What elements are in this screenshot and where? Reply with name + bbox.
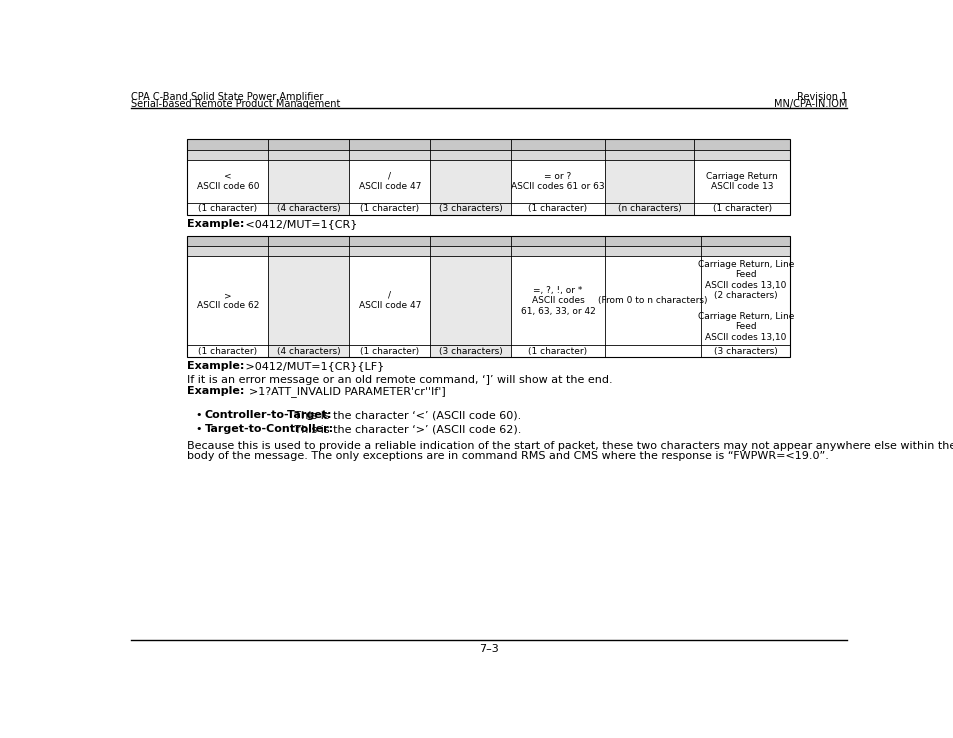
Text: Example:: Example: [187,386,245,396]
Text: >
ASCII code 62: > ASCII code 62 [196,291,259,311]
Text: (3 characters): (3 characters) [438,347,502,356]
Text: This is the character ‘<’ (ASCII code 60).: This is the character ‘<’ (ASCII code 60… [291,410,521,421]
Text: =, ?, !, or *
ASCII codes
61, 63, 33, or 42: =, ?, !, or * ASCII codes 61, 63, 33, or… [520,286,595,316]
Bar [268,256,349,357]
Text: = or ?
ASCII codes 61 or 63: = or ? ASCII codes 61 or 63 [511,172,604,191]
Text: (From 0 to n characters): (From 0 to n characters) [598,296,707,306]
Bar [349,256,430,357]
Text: /
ASCII code 47: / ASCII code 47 [358,291,420,311]
Text: Carriage Return
ASCII code 13: Carriage Return ASCII code 13 [705,172,778,191]
Text: (1 character): (1 character) [360,204,418,213]
Text: <0412/MUT=1{CR}: <0412/MUT=1{CR} [228,218,356,229]
Bar [430,160,511,215]
Bar [187,139,790,150]
Text: <
ASCII code 60: < ASCII code 60 [196,172,259,191]
Text: CPA C-Band Solid State Power Amplifier: CPA C-Band Solid State Power Amplifier [131,92,323,103]
Bar [187,246,790,256]
Text: •: • [195,410,201,421]
Bar [694,160,790,215]
Bar [187,235,790,246]
Bar [604,160,694,215]
Text: /
ASCII code 47: / ASCII code 47 [358,172,420,191]
Bar [349,160,430,215]
Text: (1 character): (1 character) [360,347,418,356]
Text: (1 character): (1 character) [528,204,587,213]
Bar [700,256,790,357]
Text: If it is an error message or an old remote command, ‘]’ will show at the end.: If it is an error message or an old remo… [187,375,613,385]
Text: >0412/MUT=1{CR}{LF}: >0412/MUT=1{CR}{LF} [228,361,384,371]
Text: (4 characters): (4 characters) [276,204,340,213]
Bar [511,160,604,215]
Bar [604,256,700,357]
Text: body of the message. The only exceptions are in command RMS and CMS where the re: body of the message. The only exceptions… [187,451,828,461]
Bar [187,256,268,357]
Text: (3 characters): (3 characters) [438,204,502,213]
Text: >1?ATT_INVALID PARAMETER'cr''lf']: >1?ATT_INVALID PARAMETER'cr''lf'] [228,386,445,397]
Text: Target-to-Controller:: Target-to-Controller: [204,424,334,434]
Text: Controller-to-Target:: Controller-to-Target: [204,410,332,421]
Text: 7–3: 7–3 [478,644,498,654]
Text: (3 characters): (3 characters) [713,347,777,356]
Bar [511,256,604,357]
Text: MN/CPA-IN.IOM: MN/CPA-IN.IOM [773,100,846,109]
Text: Because this is used to provide a reliable indication of the start of packet, th: Because this is used to provide a reliab… [187,441,953,451]
Text: (1 character): (1 character) [198,347,257,356]
Bar [187,235,790,357]
Bar [430,256,511,357]
Text: Example:: Example: [187,218,245,229]
Text: This is the character ‘>’ (ASCII code 62).: This is the character ‘>’ (ASCII code 62… [291,424,521,434]
Text: (1 character): (1 character) [528,347,587,356]
Bar [187,139,790,215]
Text: (1 character): (1 character) [712,204,771,213]
Bar [187,150,790,160]
Text: Example:: Example: [187,361,245,371]
Text: •: • [195,424,201,434]
Bar [268,160,349,215]
Text: Serial-based Remote Product Management: Serial-based Remote Product Management [131,100,340,109]
Text: Carriage Return, Line
Feed
ASCII codes 13,10
(2 characters)

Carriage Return, Li: Carriage Return, Line Feed ASCII codes 1… [697,260,793,342]
Text: Revision 1: Revision 1 [796,92,846,103]
Text: (1 character): (1 character) [198,204,257,213]
Bar [187,160,268,215]
Text: (n characters): (n characters) [617,204,680,213]
Text: (4 characters): (4 characters) [276,347,340,356]
